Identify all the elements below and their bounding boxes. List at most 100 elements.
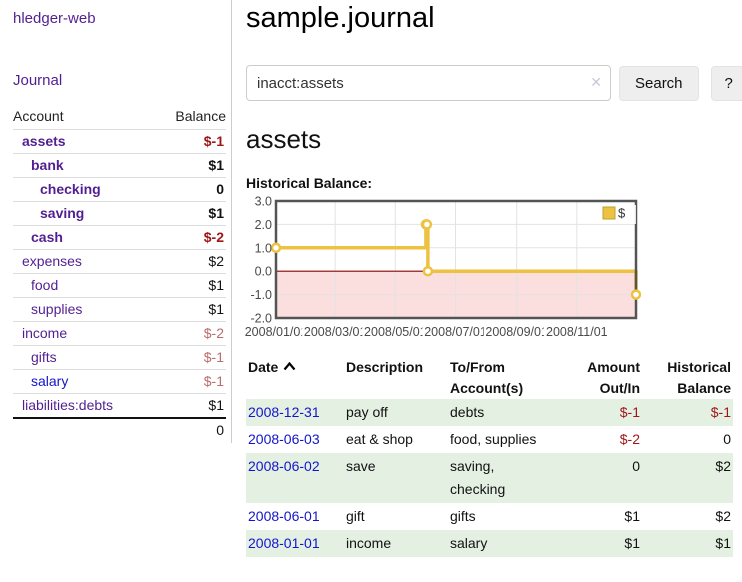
register-accounts-cell: gifts — [448, 503, 560, 530]
sidebar-account-link[interactable]: liabilities:debts — [22, 397, 114, 413]
sidebar-account-link[interactable]: food — [31, 277, 59, 293]
register-balance: $2 — [715, 508, 731, 524]
register-accounts: gifts — [450, 508, 476, 524]
account-row: gifts $-1 — [13, 345, 226, 370]
sidebar-account-balance: $1 — [154, 153, 226, 178]
register-description: eat & shop — [346, 431, 413, 447]
register-balance: $1 — [715, 535, 731, 551]
register-accounts: saving, checking — [450, 458, 506, 497]
sidebar-item-journal[interactable]: Journal — [13, 72, 63, 89]
register-date-link[interactable]: 2008-06-01 — [248, 508, 320, 524]
x-axis-label: 2008/11/01 — [546, 325, 608, 339]
plot-border — [274, 199, 638, 320]
x-axis-label: 2008/01/01 — [245, 325, 308, 339]
register-amount: $1 — [624, 508, 640, 524]
register-row: 2008-06-01 gift gifts $1 $2 — [246, 503, 733, 530]
accounts-total-value: 0 — [154, 417, 226, 441]
legend-label: $ — [618, 206, 626, 221]
search-form: ✕ Search ? — [246, 65, 742, 101]
y-axis-label: 1.0 — [255, 241, 272, 255]
sidebar-account-balance: $1 — [154, 201, 226, 226]
sidebar-account-balance: $-1 — [154, 129, 226, 154]
register-accounts: salary — [450, 535, 488, 551]
search-button[interactable]: Search — [619, 65, 699, 101]
register-balance: $2 — [715, 458, 731, 474]
historical-balance-chart: $3.0 2.0 1.0 0.0 -1.0 -2.0 2008/01/01 2008/03/0… — [243, 195, 734, 343]
sidebar-account-balance: $-1 — [154, 369, 226, 394]
register-col-date-label: Date — [248, 359, 279, 375]
accounts-total-row: 0 — [13, 417, 226, 441]
x-axis-label: 2008/09/01 — [485, 325, 548, 339]
page-title: sample.journal — [246, 2, 435, 34]
register-col-balance: Historical Balance — [667, 359, 731, 396]
y-axis-label: 2.0 — [255, 218, 272, 232]
register-accounts-cell: saving, checking — [448, 453, 560, 503]
register-amount: $-2 — [619, 431, 640, 447]
search-input[interactable] — [246, 65, 611, 101]
help-button[interactable]: ? — [710, 65, 742, 101]
sidebar-account-link[interactable]: checking — [40, 181, 101, 197]
account-heading: assets — [246, 124, 322, 154]
sidebar-account-link[interactable]: assets — [22, 133, 66, 149]
clear-search-icon[interactable]: ✕ — [590, 74, 602, 90]
register-header-row: Date Description To/From Account(s) Amou… — [246, 357, 733, 399]
register-description: income — [346, 535, 392, 551]
sidebar-account-balance: $1 — [154, 393, 226, 418]
sidebar-account-link[interactable]: bank — [31, 157, 64, 173]
app-title-link[interactable]: hledger-web — [13, 10, 96, 27]
sidebar-account-link[interactable]: cash — [31, 229, 63, 245]
sidebar-account-balance: $-2 — [154, 321, 226, 346]
register-date-link[interactable]: 2008-06-02 — [248, 458, 320, 474]
register-table: Date Description To/From Account(s) Amou… — [246, 357, 733, 557]
register-description: save — [346, 458, 376, 474]
data-point-marker — [270, 242, 282, 254]
accounts-col-account: Account — [13, 108, 64, 124]
sidebar-account-link[interactable]: saving — [40, 205, 85, 221]
sidebar-account-balance: $-1 — [154, 345, 226, 370]
sidebar-account-link[interactable]: income — [22, 325, 68, 341]
data-point-marker — [421, 219, 433, 230]
register-col-date[interactable]: Date — [246, 357, 344, 399]
register-description: pay off — [346, 404, 388, 420]
register-row: 2008-01-01 income salary $1 $1 — [246, 530, 733, 557]
accounts-table: Account Balance assets $-1 bank $1 checking 0… — [13, 108, 226, 441]
x-axis-label: 2008/05/01 — [364, 325, 427, 339]
sidebar-account-link[interactable]: expenses — [22, 253, 82, 269]
account-row: expenses $2 — [13, 249, 226, 274]
y-axis-label: 0.0 — [255, 265, 272, 279]
legend-color-swatch — [602, 206, 616, 220]
register-date-link[interactable]: 2008-12-31 — [248, 404, 320, 420]
register-accounts-cell: food, supplies — [448, 426, 560, 453]
sort-ascending-icon — [284, 361, 296, 371]
sidebar-account-link[interactable]: salary — [31, 373, 69, 389]
register-col-accounts: To/From Account(s) — [450, 359, 524, 396]
x-axis-label: 2008/07/01 — [424, 325, 487, 339]
y-axis-label: -2.0 — [250, 312, 272, 326]
account-row: salary $-1 — [13, 369, 226, 394]
register-col-description: Description — [346, 359, 424, 375]
sidebar-account-balance: $1 — [154, 297, 226, 322]
page: hledger-web Journal Account Balance asse… — [0, 0, 742, 557]
data-point-marker — [422, 265, 434, 277]
account-row: assets $-1 — [13, 129, 226, 154]
account-row: saving $1 — [13, 201, 226, 226]
account-row: liabilities:debts $1 — [13, 393, 226, 418]
register-accounts-cell: salary — [448, 530, 560, 557]
register-row: 2008-06-03 eat & shop food, supplies $-2 0 — [246, 426, 733, 453]
register-accounts: food, supplies — [450, 431, 537, 447]
sidebar-account-link[interactable]: gifts — [31, 349, 57, 365]
register-date-link[interactable]: 2008-01-01 — [248, 535, 320, 551]
accounts-total-spacer — [13, 417, 155, 441]
register-date-link[interactable]: 2008-06-03 — [248, 431, 320, 447]
chart-title: Historical Balance: — [246, 175, 373, 191]
register-col-amount: Amount Out/In — [587, 359, 640, 396]
sidebar-account-balance: 0 — [154, 177, 226, 202]
register-description: gift — [346, 508, 365, 524]
main-content: sample.journal ✕ Search ? assets Histori… — [232, 0, 742, 557]
data-point-marker — [630, 289, 642, 300]
sidebar-account-link[interactable]: supplies — [31, 301, 83, 317]
sidebar: hledger-web Journal Account Balance asse… — [0, 0, 232, 443]
y-axis-label: 3.0 — [255, 195, 272, 209]
account-row: checking 0 — [13, 177, 226, 202]
search-input-wrap: ✕ — [246, 65, 611, 101]
